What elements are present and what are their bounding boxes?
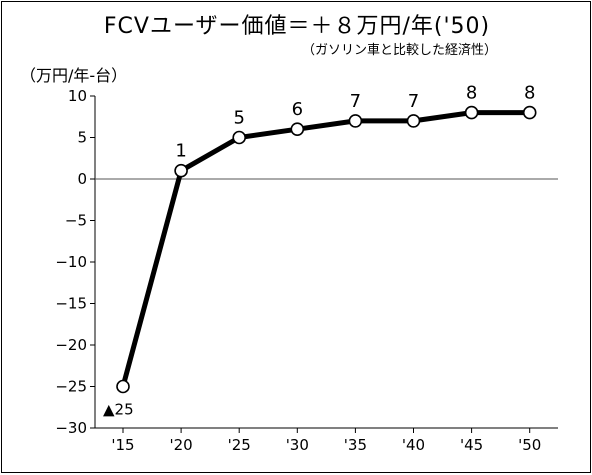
data-label: 1	[175, 141, 186, 162]
data-point	[174, 163, 188, 178]
data-point	[348, 114, 363, 128]
data-label: 7	[350, 91, 361, 112]
x-tick-label: '25	[228, 436, 251, 454]
x-tick-label: '40	[402, 436, 425, 454]
y-axis-unit-label: （万円/年-台）	[20, 66, 128, 85]
data-label: 5	[233, 108, 244, 129]
x-tick-label: '45	[460, 436, 483, 454]
y-tick-label: −15	[55, 295, 87, 313]
data-label: 8	[524, 83, 535, 104]
data-label: 8	[466, 83, 477, 104]
x-tick-label: '30	[286, 436, 309, 454]
data-label: 7	[408, 91, 419, 112]
y-tick-label: −20	[55, 336, 87, 354]
data-point	[232, 130, 246, 145]
y-tick-label: −30	[55, 419, 87, 437]
y-tick-label: 0	[77, 170, 87, 188]
chart-subtitle: （ガソリン車と比較した経済性）	[302, 43, 498, 58]
data-point	[290, 122, 305, 136]
series-line	[120, 110, 530, 388]
y-tick-label: 10	[68, 87, 87, 105]
y-tick-label: −5	[65, 212, 87, 230]
x-tick-label: '35	[344, 436, 367, 454]
data-label: 6	[292, 99, 303, 120]
y-tick-label: 5	[77, 129, 87, 147]
x-tick-label: '20	[169, 436, 192, 454]
data-point	[522, 105, 537, 120]
data-point	[406, 114, 421, 128]
y-tick-label: −25	[55, 378, 87, 396]
x-tick-label: '50	[518, 436, 541, 454]
data-point	[464, 105, 479, 120]
chart-title: FCVユーザー価値＝＋８万円/年('50)	[103, 14, 491, 39]
y-tick-label: −10	[55, 253, 87, 271]
data-label: ▲25	[103, 401, 134, 419]
x-tick-label: '15	[111, 436, 134, 454]
data-point	[116, 379, 130, 394]
